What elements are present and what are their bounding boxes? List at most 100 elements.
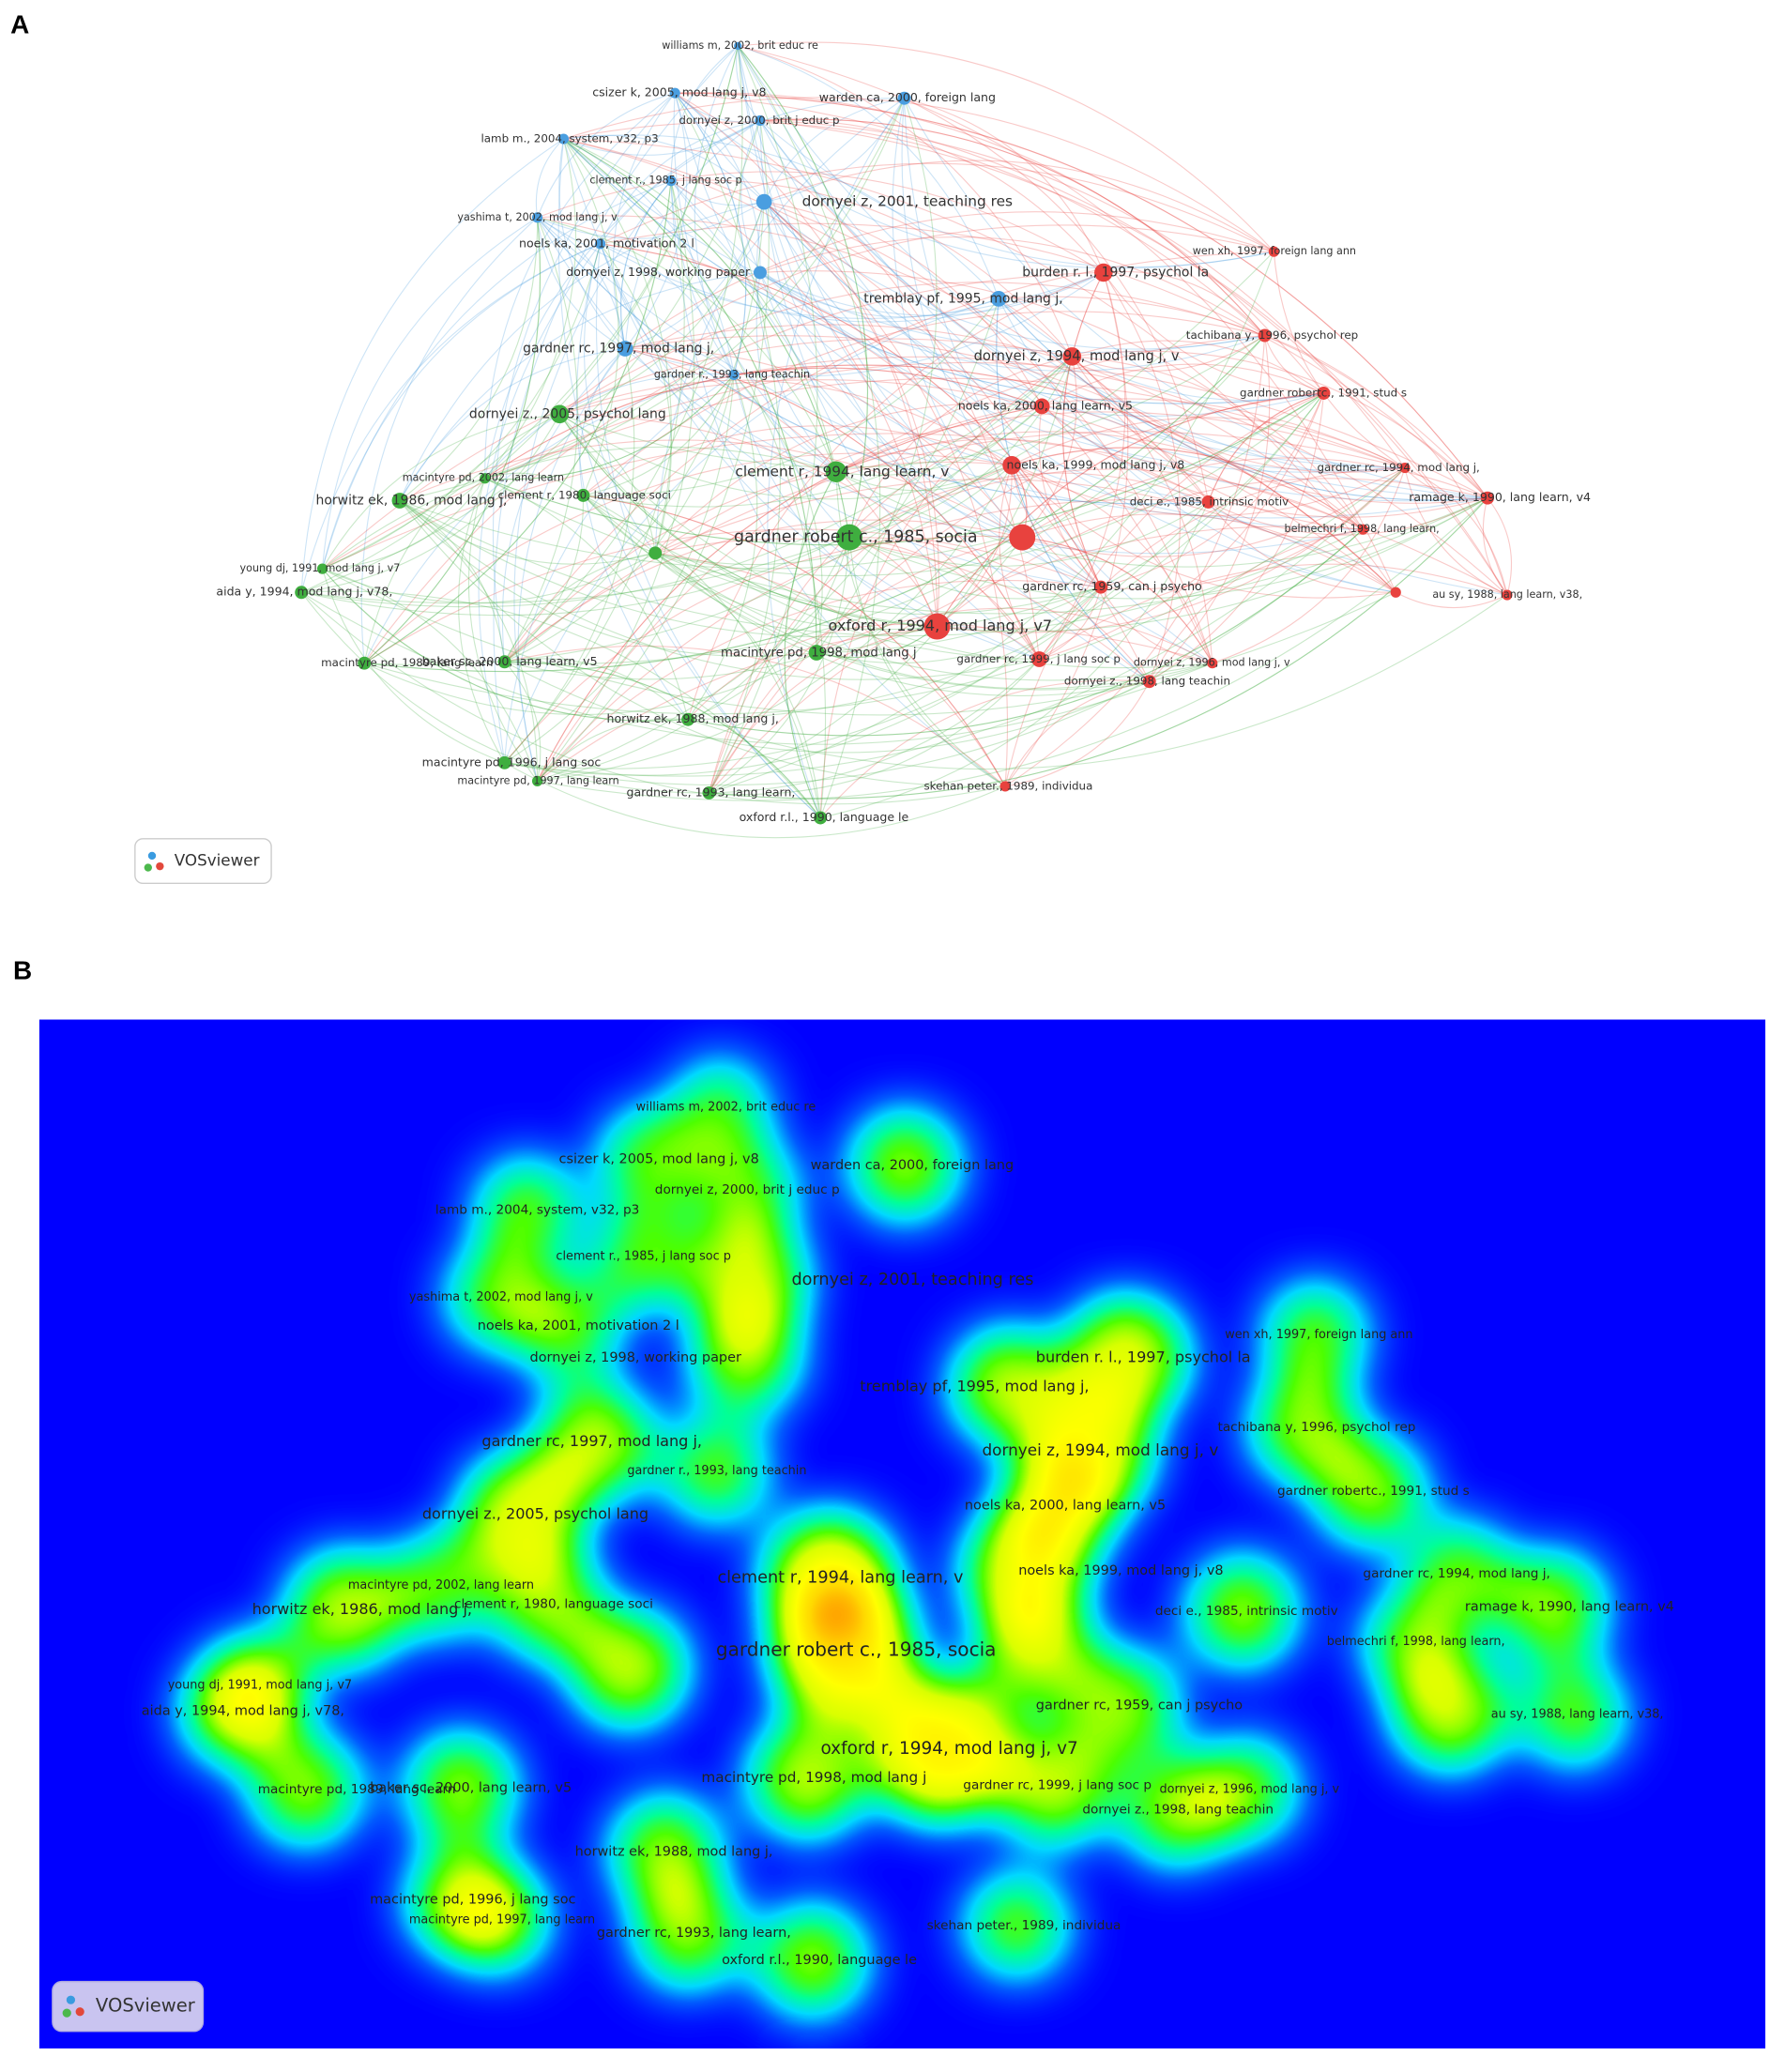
edge (537, 405, 1043, 782)
edge (600, 119, 761, 245)
edge (763, 201, 1209, 503)
edge (1039, 563, 1508, 660)
edge (737, 45, 1508, 596)
edge (848, 356, 1073, 539)
edge (559, 413, 656, 554)
edge (579, 348, 626, 496)
node (669, 87, 680, 99)
edge (563, 134, 999, 299)
edge (322, 45, 739, 570)
edge (759, 120, 1406, 469)
edge (709, 45, 818, 794)
edge (740, 120, 761, 273)
edge (763, 201, 1406, 471)
edge (557, 138, 821, 818)
node (295, 586, 309, 600)
edge (848, 537, 1151, 682)
node (728, 369, 740, 381)
edge (484, 119, 761, 479)
edge (736, 45, 761, 121)
node-label: au sy, 1988, lang learn, v38, (1491, 1707, 1664, 1721)
edge (1103, 272, 1324, 394)
edge (763, 201, 1023, 539)
edge (1072, 340, 1324, 394)
edge (755, 201, 837, 473)
edge (399, 500, 817, 658)
edge (484, 374, 735, 480)
edge (759, 119, 1508, 596)
node-label: lamb m., 2004, system, v32, p3 (435, 1203, 640, 1218)
edge (558, 413, 1040, 661)
edge (624, 93, 688, 349)
node (825, 461, 847, 482)
node-label: oxford r.l., 1990, language le (740, 810, 909, 824)
node-label: clement r., 1985, j lang soc p (589, 175, 741, 187)
density-blob (593, 1204, 699, 1309)
edge (848, 472, 1209, 539)
density-blob (976, 1592, 1095, 1710)
edge (733, 364, 1396, 593)
node-label: noels ka, 2000, lang learn, v5 (965, 1499, 1166, 1514)
node (358, 656, 372, 670)
edge (504, 461, 1013, 663)
edge (1071, 356, 1406, 473)
edge (759, 118, 1266, 336)
edge (300, 591, 709, 794)
density-blob (514, 1273, 620, 1379)
edge (937, 392, 1324, 627)
edge (1482, 497, 1508, 596)
edge (583, 298, 999, 496)
edge (537, 718, 689, 782)
node-label: macintyre pd, 1997, lang learn (457, 774, 618, 786)
node (1033, 398, 1050, 415)
node-label: wen xh, 1997, foreign lang ann (1193, 245, 1356, 257)
edge (1022, 537, 1213, 663)
edge (363, 652, 817, 716)
edge (655, 552, 1006, 787)
edge (583, 495, 1006, 787)
density-blob (1121, 1754, 1233, 1866)
edge (904, 98, 1105, 273)
edge (816, 626, 938, 659)
node-label: gardner rc, 1999, j lang soc p (956, 652, 1121, 665)
edge (848, 501, 1209, 567)
edge (322, 568, 689, 722)
edge (673, 93, 837, 473)
density-blob (405, 1732, 518, 1844)
edge (709, 251, 1274, 794)
edge (1208, 501, 1364, 539)
node (316, 563, 328, 574)
node-label: dornyei z., 2005, psychol lang (469, 406, 666, 421)
edge (504, 467, 1406, 777)
network: williams m, 2002, brit educ re csizer k, … (216, 39, 1591, 825)
node-label: aida y, 1994, mod lang j, v78, (216, 585, 392, 599)
node-label: dornyei z., 1998, lang teachin (1064, 675, 1230, 688)
edge (737, 45, 1150, 682)
node (497, 755, 511, 769)
node (1258, 328, 1272, 343)
edge (1041, 363, 1324, 407)
edge (733, 374, 823, 653)
node-label: dornyei z, 1994, mod lang j, v (974, 348, 1180, 364)
node-label: belmechri f, 1998, lang learn, (1327, 1635, 1505, 1649)
node-label: gardner rc, 1994, mod lang j, (1317, 461, 1479, 474)
edge (504, 202, 765, 663)
edge (558, 282, 1265, 415)
edge (848, 537, 938, 627)
edge (563, 138, 827, 818)
edge (537, 498, 1209, 782)
edge (674, 92, 761, 123)
node (617, 341, 633, 357)
edge (1264, 335, 1508, 596)
edge (674, 92, 781, 794)
edge (674, 92, 1274, 269)
edge (1061, 272, 1105, 587)
edge (537, 201, 765, 239)
node-label: dornyei z., 1998, lang teachin (1082, 1803, 1274, 1818)
edge (1022, 467, 1406, 557)
edge (1004, 680, 1150, 787)
node-label: williams m, 2002, brit educ re (662, 39, 818, 52)
edge (1208, 392, 1324, 503)
node-label: wen xh, 1997, foreign lang ann (1225, 1328, 1412, 1342)
logo-icon (66, 1995, 76, 2004)
